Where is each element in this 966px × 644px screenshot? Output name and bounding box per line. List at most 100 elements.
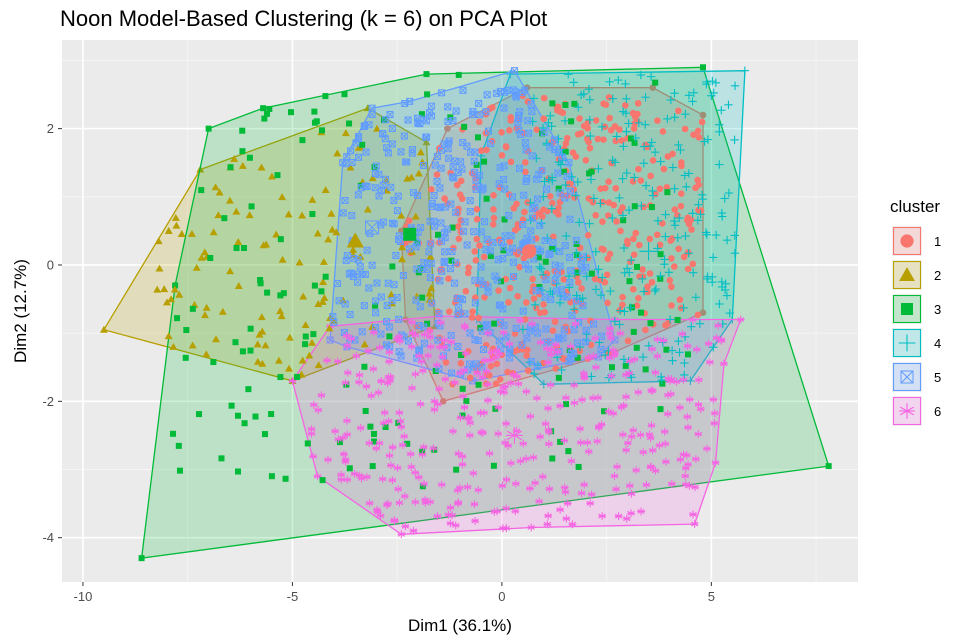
cluster-5-point bbox=[395, 348, 403, 356]
cluster-3-point bbox=[657, 406, 664, 413]
cluster-1-point bbox=[683, 217, 691, 224]
cluster-4-point bbox=[547, 204, 557, 213]
cluster-2-point bbox=[325, 324, 334, 332]
cluster-1-point bbox=[505, 299, 512, 306]
cluster-5-point bbox=[560, 326, 568, 334]
cluster-6-point bbox=[343, 475, 352, 484]
cluster-4-point bbox=[601, 350, 610, 360]
cluster-3-point bbox=[299, 137, 306, 144]
cluster-2-point bbox=[164, 227, 173, 234]
cluster-1-point bbox=[624, 337, 632, 345]
cluster-5-point bbox=[365, 284, 373, 292]
cluster-4-point bbox=[572, 248, 581, 258]
cluster-6-point bbox=[388, 476, 397, 485]
cluster-1-point bbox=[551, 318, 559, 326]
cluster-3-point bbox=[241, 245, 248, 252]
cluster-2-point bbox=[202, 303, 211, 311]
cluster-4-point bbox=[571, 191, 580, 200]
cluster-4-point bbox=[618, 174, 627, 183]
cluster-1-point bbox=[606, 250, 614, 258]
cluster-6-point bbox=[622, 514, 631, 523]
cluster-3-point bbox=[458, 351, 465, 358]
cluster-6-point bbox=[426, 497, 435, 506]
cluster-1-point bbox=[656, 185, 664, 193]
cluster-1-point bbox=[612, 137, 620, 145]
cluster-6-point bbox=[385, 451, 394, 460]
cluster-1-point bbox=[653, 231, 661, 239]
cluster-1-point bbox=[604, 212, 612, 219]
cluster-4-point bbox=[730, 81, 740, 91]
cluster-2-point bbox=[262, 240, 271, 248]
cluster-1-point bbox=[656, 241, 664, 249]
cluster-6-point bbox=[648, 386, 657, 395]
cluster-3-point bbox=[571, 100, 578, 107]
cluster-5-point bbox=[542, 276, 550, 284]
cluster-2-point bbox=[299, 292, 308, 300]
cluster-4-point bbox=[560, 116, 570, 126]
cluster-6-point bbox=[551, 340, 560, 349]
cluster-5-point bbox=[400, 132, 408, 140]
cluster-5-point bbox=[477, 228, 485, 236]
cluster-2-point bbox=[363, 205, 372, 213]
cluster-6-point bbox=[309, 452, 318, 461]
cluster-1-point bbox=[524, 367, 532, 375]
cluster-3-point bbox=[633, 344, 640, 351]
cluster-5-point bbox=[506, 349, 514, 357]
cluster-5-point bbox=[578, 267, 586, 275]
cluster-2-point bbox=[313, 229, 322, 237]
cluster-6-point bbox=[544, 440, 553, 448]
cluster-6-point bbox=[595, 422, 603, 431]
cluster-1-point bbox=[601, 184, 609, 192]
cluster-1-point bbox=[453, 181, 461, 189]
cluster-1-point bbox=[698, 118, 706, 126]
cluster-3-point bbox=[638, 309, 645, 316]
cluster-4-point bbox=[615, 306, 625, 315]
cluster-3-point bbox=[198, 187, 205, 194]
cluster-2-point bbox=[272, 230, 281, 238]
cluster-2-point bbox=[414, 169, 423, 177]
cluster-1-point bbox=[605, 178, 612, 186]
cluster-1-point bbox=[637, 177, 645, 184]
cluster-6-point bbox=[343, 341, 352, 350]
cluster-3-hull-vertex bbox=[260, 105, 267, 112]
cluster-1-point bbox=[624, 240, 631, 248]
cluster-3-point bbox=[539, 130, 546, 137]
cluster-5-point bbox=[383, 318, 391, 326]
cluster-3-point bbox=[588, 270, 595, 277]
cluster-4-point bbox=[730, 249, 740, 258]
cluster-6-point bbox=[429, 444, 438, 453]
cluster-1-point bbox=[659, 128, 667, 135]
cluster-4-point bbox=[708, 76, 717, 86]
cluster-1-point bbox=[635, 165, 642, 173]
cluster-3-point bbox=[370, 430, 377, 437]
cluster-4-point bbox=[605, 77, 614, 86]
cluster-5-point bbox=[455, 303, 463, 311]
cluster-3-point bbox=[563, 401, 570, 408]
cluster-points bbox=[153, 70, 740, 535]
cluster-1-point bbox=[530, 295, 538, 302]
cluster-4-point bbox=[708, 272, 717, 282]
cluster-3-point bbox=[490, 462, 497, 469]
cluster-5-point bbox=[422, 133, 430, 141]
cluster-4-point bbox=[587, 372, 596, 381]
cluster-4-point bbox=[615, 320, 624, 329]
cluster-4-point bbox=[707, 91, 716, 100]
cluster-6-point bbox=[369, 365, 378, 373]
cluster-6-point bbox=[556, 402, 565, 410]
cluster-6-point bbox=[627, 489, 636, 498]
cluster-4-point bbox=[717, 212, 727, 221]
cluster-2-point bbox=[153, 285, 162, 293]
cluster-1-point bbox=[631, 113, 639, 121]
cluster-6-point bbox=[461, 323, 469, 332]
cluster-2-point bbox=[234, 238, 243, 245]
cluster-5-point bbox=[451, 279, 459, 287]
cluster-1-point bbox=[502, 143, 510, 150]
cluster-4-point bbox=[595, 338, 604, 347]
cluster-6-point bbox=[533, 394, 541, 403]
cluster-6-point bbox=[516, 457, 525, 466]
cluster-4-point bbox=[715, 299, 724, 309]
cluster-6-point bbox=[478, 373, 487, 382]
cluster-4-point bbox=[622, 264, 632, 273]
cluster-3-point bbox=[311, 282, 318, 289]
cluster-6-point bbox=[546, 350, 555, 359]
